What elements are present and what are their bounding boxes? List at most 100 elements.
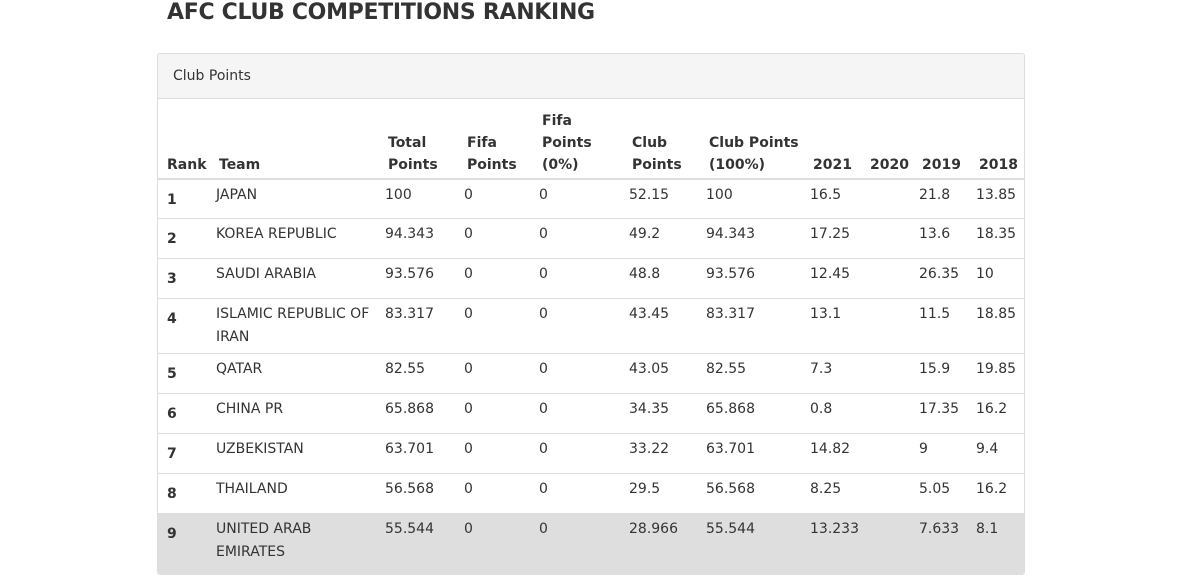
column-header: Fifa Points (0%) — [542, 113, 592, 173]
table-cell: KOREA REPUBLIC — [216, 226, 337, 242]
column-header: Team — [219, 157, 261, 173]
table-cell: 94.343 — [385, 226, 434, 242]
table-cell: 14.82 — [810, 441, 851, 457]
panel-title: Club Points — [173, 68, 251, 84]
table-cell: 28.966 — [629, 521, 678, 537]
table-cell: 56.568 — [706, 481, 755, 497]
rank-cell: 3 — [167, 271, 177, 287]
table-cell: 33.22 — [629, 441, 670, 457]
table-row: 8 THAILAND 56.568 0 0 29.5 56.568 8.25 5.05 16.2 — [158, 473, 1024, 514]
table-row: 1 JAPAN 100 0 0 52.15 100 16.5 21.8 13.85 — [158, 178, 1024, 220]
panel: Club Points Rank Team Total Points Fifa Poi… — [157, 53, 1025, 575]
table-cell: 13.1 — [810, 306, 842, 322]
table-cell: 34.35 — [629, 401, 670, 417]
column-header: Club Points — [632, 135, 682, 173]
table-cell: 0 — [464, 187, 473, 203]
table-cell: 83.317 — [385, 306, 434, 322]
table-cell: 93.576 — [706, 266, 755, 282]
rank-cell: 7 — [167, 446, 177, 462]
table-cell: 0 — [464, 441, 473, 457]
table-cell: 0 — [539, 306, 548, 322]
table-cell: 0 — [464, 481, 473, 497]
table-row: 3 SAUDI ARABIA 93.576 0 0 48.8 93.576 12.45 26.3… — [158, 258, 1024, 299]
column-header: Club Points (100%) — [709, 135, 799, 173]
rank-cell: 4 — [167, 311, 177, 327]
table-cell: 0 — [539, 401, 548, 417]
table-cell: 13.85 — [976, 187, 1017, 203]
table-cell: 16.5 — [810, 187, 842, 203]
table-cell: 83.317 — [706, 306, 755, 322]
column-header: Fifa Points — [467, 135, 517, 173]
table-cell: 63.701 — [706, 441, 755, 457]
table-cell: 0 — [464, 521, 473, 537]
table-cell: 8.1 — [976, 521, 999, 537]
table-row: 9 UNITED ARAB EMIRATES 55.544 0 0 28.966 55.54… — [158, 513, 1024, 574]
column-header: Rank — [167, 157, 207, 173]
table-cell: 5.05 — [919, 481, 951, 497]
table-cell: CHINA PR — [216, 401, 284, 417]
table-cell: 7.3 — [810, 361, 833, 377]
table-cell: 0 — [539, 441, 548, 457]
table-cell: 0 — [539, 226, 548, 242]
table-cell: 49.2 — [629, 226, 661, 242]
table-cell: UZBEKISTAN — [216, 441, 304, 457]
table-cell: 16.2 — [976, 401, 1008, 417]
table-cell: 7.633 — [919, 521, 960, 537]
table-cell: ISLAMIC REPUBLIC OF IRAN — [216, 306, 370, 345]
table-cell: 9 — [919, 441, 928, 457]
table-cell: 21.8 — [919, 187, 951, 203]
table-cell: 0 — [464, 226, 473, 242]
table-cell: 0 — [464, 306, 473, 322]
table-row: 2 KOREA REPUBLIC 94.343 0 0 49.2 94.343 17.25 13… — [158, 218, 1024, 259]
table-cell: 43.45 — [629, 306, 670, 322]
column-header: 2019 — [922, 157, 961, 173]
table-row: 7 UZBEKISTAN 63.701 0 0 33.22 63.701 14.82 9 9.4 — [158, 433, 1024, 474]
table-cell: 12.45 — [810, 266, 851, 282]
rank-cell: 1 — [167, 192, 177, 208]
table-cell: 15.9 — [919, 361, 951, 377]
rank-cell: 2 — [167, 231, 177, 247]
table-cell: 0.8 — [810, 401, 833, 417]
table-cell: 18.85 — [976, 306, 1017, 322]
table-cell: 13.233 — [810, 521, 859, 537]
table-cell: THAILAND — [216, 481, 288, 497]
table-cell: 10 — [976, 266, 994, 282]
table-cell: 19.85 — [976, 361, 1017, 377]
table-cell: 82.55 — [385, 361, 426, 377]
table-cell: 0 — [539, 266, 548, 282]
table-row: 5 QATAR 82.55 0 0 43.05 82.55 7.3 15.9 19.85 — [158, 353, 1024, 394]
table-cell: JAPAN — [216, 187, 258, 203]
table-cell: 56.568 — [385, 481, 434, 497]
column-header: Total Points — [388, 135, 438, 173]
table-cell: 48.8 — [629, 266, 661, 282]
table-cell: 100 — [706, 187, 733, 203]
table-cell: 29.5 — [629, 481, 661, 497]
table-cell: 0 — [539, 481, 548, 497]
table-cell: 0 — [539, 361, 548, 377]
table-cell: 0 — [539, 187, 548, 203]
table-cell: 0 — [539, 521, 548, 537]
rank-cell: 8 — [167, 486, 177, 502]
table-cell: 52.15 — [629, 187, 670, 203]
table-cell: 11.5 — [919, 306, 951, 322]
table-cell: SAUDI ARABIA — [216, 266, 316, 282]
table-cell: 0 — [464, 266, 473, 282]
page: AFC CLUB COMPETITIONS RANKING Club Point… — [157, 0, 1025, 575]
table-cell: 18.35 — [976, 226, 1017, 242]
panel-header: Club Points — [158, 54, 1024, 99]
table-cell: 43.05 — [629, 361, 670, 377]
table-cell: UNITED ARAB EMIRATES — [216, 521, 312, 560]
table-cell: 55.544 — [706, 521, 755, 537]
table-cell: 55.544 — [385, 521, 434, 537]
table-cell: 17.35 — [919, 401, 960, 417]
table-cell: 17.25 — [810, 226, 851, 242]
table-cell: 65.868 — [706, 401, 755, 417]
table-cell: 82.55 — [706, 361, 747, 377]
table-row: 6 CHINA PR 65.868 0 0 34.35 65.868 0.8 17.35 16.2 — [158, 393, 1024, 434]
table-cell: 9.4 — [976, 441, 999, 457]
table-cell: 100 — [385, 187, 412, 203]
table-cell: 93.576 — [385, 266, 434, 282]
rank-cell: 6 — [167, 406, 177, 422]
column-header: 2020 — [870, 157, 909, 173]
table-cell: 8.25 — [810, 481, 842, 497]
